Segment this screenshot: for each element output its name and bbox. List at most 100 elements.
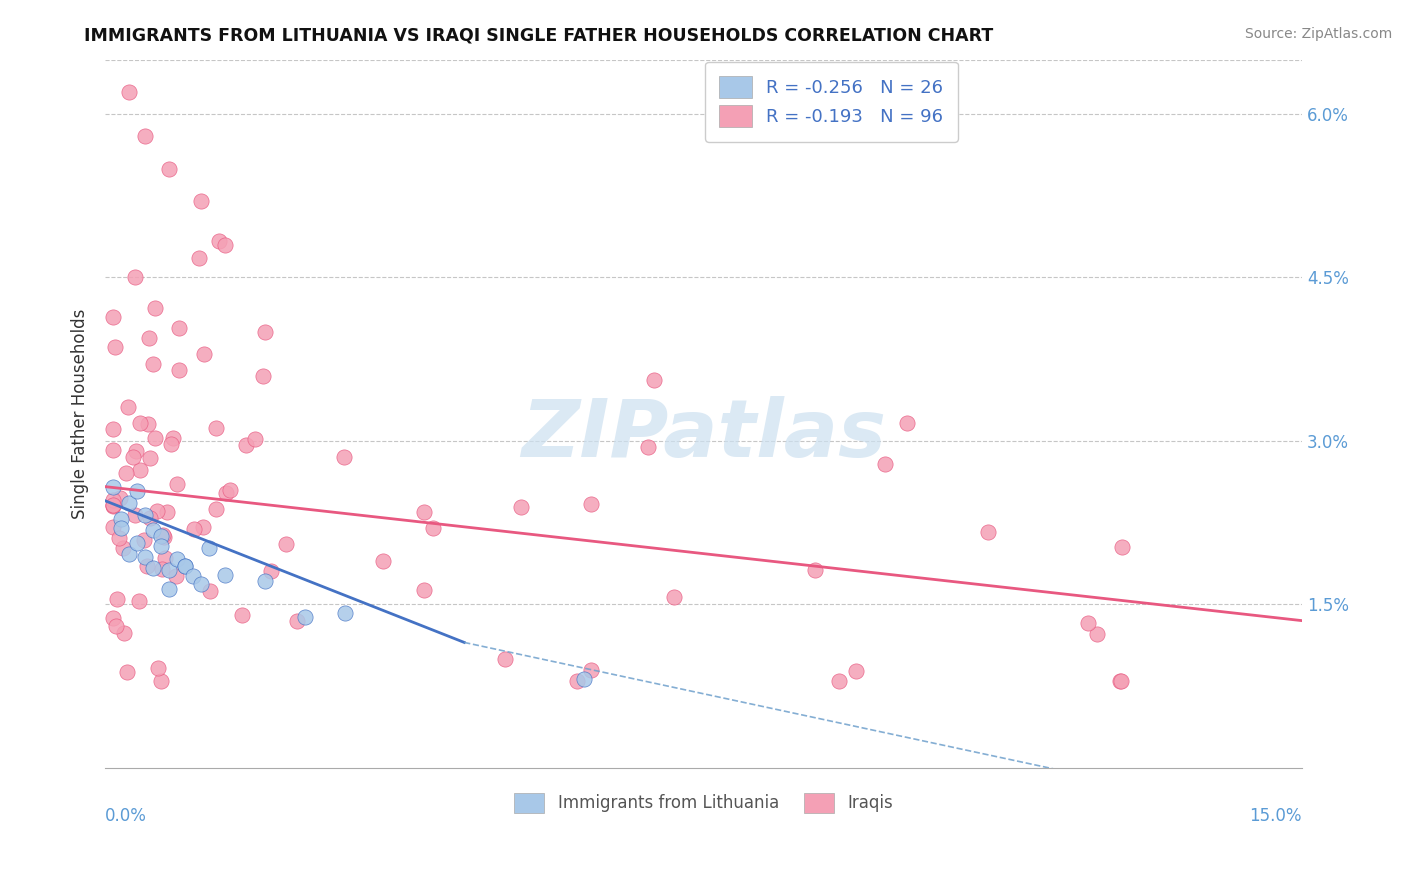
Point bbox=[162, 431, 184, 445]
Point bbox=[208, 234, 231, 248]
Point bbox=[134, 550, 156, 565]
Point bbox=[231, 607, 253, 622]
Point bbox=[142, 561, 165, 575]
Point bbox=[845, 664, 868, 678]
Point bbox=[135, 559, 157, 574]
Point bbox=[572, 672, 595, 686]
Point bbox=[128, 594, 150, 608]
Point bbox=[103, 610, 125, 624]
Point bbox=[214, 237, 236, 252]
Point bbox=[153, 530, 176, 544]
Text: IMMIGRANTS FROM LITHUANIA VS IRAQI SINGLE FATHER HOUSEHOLDS CORRELATION CHART: IMMIGRANTS FROM LITHUANIA VS IRAQI SINGL… bbox=[84, 27, 994, 45]
Point bbox=[198, 541, 221, 555]
Point bbox=[260, 564, 283, 578]
Point bbox=[494, 651, 516, 665]
Point bbox=[105, 591, 128, 606]
Point bbox=[174, 559, 197, 574]
Point bbox=[664, 590, 686, 604]
Point bbox=[190, 194, 212, 209]
Point bbox=[215, 486, 238, 500]
Point bbox=[167, 362, 190, 376]
Point bbox=[333, 450, 356, 465]
Point bbox=[579, 497, 602, 511]
Point bbox=[150, 529, 173, 543]
Point bbox=[1111, 673, 1133, 688]
Point bbox=[118, 547, 141, 561]
Point bbox=[103, 492, 125, 507]
Point bbox=[124, 508, 146, 523]
Point bbox=[804, 563, 827, 577]
Point bbox=[143, 431, 166, 445]
Point bbox=[235, 437, 257, 451]
Point bbox=[187, 252, 209, 266]
Y-axis label: Single Father Households: Single Father Households bbox=[72, 309, 89, 519]
Point bbox=[166, 552, 188, 566]
Point bbox=[117, 400, 139, 414]
Point bbox=[146, 504, 169, 518]
Point bbox=[252, 368, 274, 383]
Point bbox=[136, 417, 159, 432]
Point bbox=[581, 663, 603, 677]
Point bbox=[1111, 540, 1133, 554]
Point bbox=[198, 584, 221, 599]
Text: ZIPatlas: ZIPatlas bbox=[522, 396, 886, 474]
Point bbox=[103, 310, 125, 324]
Point bbox=[167, 321, 190, 335]
Point bbox=[103, 442, 125, 457]
Point bbox=[143, 301, 166, 316]
Point bbox=[565, 673, 588, 688]
Point bbox=[413, 583, 436, 598]
Point bbox=[156, 505, 179, 519]
Point bbox=[129, 416, 152, 430]
Point bbox=[111, 541, 134, 555]
Point bbox=[129, 463, 152, 477]
Point bbox=[193, 347, 215, 361]
Point bbox=[190, 576, 212, 591]
Point bbox=[110, 521, 132, 535]
Point bbox=[153, 551, 176, 566]
Point bbox=[1085, 627, 1108, 641]
Point bbox=[165, 569, 187, 583]
Point bbox=[294, 609, 316, 624]
Point bbox=[150, 673, 173, 688]
Text: 0.0%: 0.0% bbox=[105, 806, 148, 824]
Point bbox=[977, 525, 1000, 540]
Point bbox=[103, 498, 125, 512]
Point bbox=[214, 568, 236, 582]
Point bbox=[333, 606, 356, 620]
Point bbox=[183, 522, 205, 536]
Point bbox=[142, 357, 165, 371]
Point bbox=[287, 615, 309, 629]
Point bbox=[253, 325, 276, 339]
Point bbox=[413, 505, 436, 519]
Point bbox=[118, 85, 141, 99]
Point bbox=[422, 521, 444, 535]
Point bbox=[253, 574, 276, 589]
Point bbox=[118, 496, 141, 510]
Point bbox=[108, 491, 131, 505]
Point bbox=[828, 673, 851, 688]
Point bbox=[103, 498, 125, 512]
Point bbox=[637, 441, 659, 455]
Point bbox=[160, 437, 183, 451]
Point bbox=[274, 537, 297, 551]
Point bbox=[125, 444, 148, 458]
Point bbox=[204, 421, 226, 435]
Point bbox=[148, 661, 170, 675]
Point bbox=[510, 500, 533, 515]
Point bbox=[371, 554, 394, 568]
Point bbox=[150, 562, 173, 576]
Point bbox=[103, 422, 125, 436]
Point bbox=[115, 466, 138, 480]
Point bbox=[108, 531, 131, 545]
Point bbox=[873, 457, 896, 471]
Point bbox=[139, 451, 162, 466]
Point bbox=[112, 625, 135, 640]
Point bbox=[644, 373, 666, 387]
Point bbox=[896, 417, 918, 431]
Point bbox=[204, 502, 226, 516]
Point bbox=[138, 331, 160, 345]
Point bbox=[103, 520, 125, 534]
Point bbox=[174, 559, 197, 574]
Point bbox=[157, 161, 180, 176]
